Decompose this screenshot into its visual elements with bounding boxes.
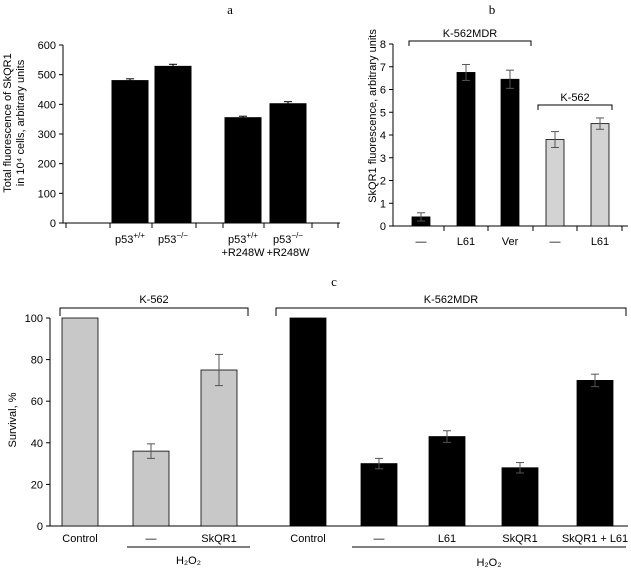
panel-c-bar <box>428 436 466 527</box>
panel-c-bar <box>576 379 614 527</box>
panel-b-category-label: — <box>416 236 427 248</box>
panel-b-group-label: K-562MDR <box>443 28 497 40</box>
panel-c-category-label: SkQR1 <box>502 533 537 545</box>
panel-b-group-bracket <box>537 104 613 110</box>
panel-a-bar <box>111 80 149 224</box>
panel-letter-a: a <box>227 2 233 17</box>
panel-b-y-tick-label: 6 <box>380 85 386 97</box>
panel-c-y-tick-label: 40 <box>31 438 43 450</box>
panel-c-bar <box>200 369 238 527</box>
panel-b-y-tick-label: 8 <box>380 39 386 51</box>
panel-c-y-tick-label: 100 <box>25 313 43 325</box>
panel-b-category-label: L61 <box>457 236 475 248</box>
panel-c-group-label-bg <box>132 292 176 306</box>
panel-b-group-label: K-562 <box>560 92 589 104</box>
panel-c-y-tick-label: 60 <box>31 396 43 408</box>
panel-b-bar <box>500 78 520 227</box>
panel-b-y-tick-label: 4 <box>380 130 386 142</box>
panel-b-bar <box>456 72 476 227</box>
panel-c-category-label: Control <box>62 533 97 545</box>
panel-a-category-label: p53−/− <box>158 231 188 246</box>
panel-c-bar <box>501 467 539 527</box>
panel-b-category-label: L61 <box>591 236 609 248</box>
panel-b-ylabel: SkQR1 fluorescence, arbitrary units <box>367 29 379 203</box>
panel-c-group-label: K-562MDR <box>424 294 478 306</box>
panel-c-group-label-bg <box>413 292 489 306</box>
chart-panel-a: Total fluorescence of SkQR1 in 10⁴ cells… <box>2 40 340 259</box>
panel-c-y-tick-label: 80 <box>31 355 43 367</box>
panel-c-y-tick-label: 0 <box>37 521 43 533</box>
panel-a-bar <box>154 65 192 224</box>
panel-c-category-label: — <box>374 533 385 545</box>
panel-c-treatment-label: H₂O₂ <box>476 557 501 569</box>
panel-b-y-tick-label: 2 <box>380 176 386 188</box>
panel-a-category-label-line2: +R248W <box>221 247 265 259</box>
panel-c-bar <box>132 450 170 527</box>
panel-b-y-tick-label: 1 <box>380 198 386 210</box>
panel-b-group-bracket <box>408 40 532 46</box>
panel-a-y-tick-label: 0 <box>50 218 56 230</box>
panel-a-category-label: p53−/− <box>273 231 303 246</box>
panel-a-ylabel-line1: Total fluorescence of SkQR1 <box>2 53 14 192</box>
panel-c-group-bracket <box>59 307 249 316</box>
panel-c-group-bracket <box>275 307 627 316</box>
panel-a-bar <box>269 103 307 224</box>
panel-b-y-tick-label: 3 <box>380 153 386 165</box>
panel-a-y-tick-label: 500 <box>38 70 56 82</box>
panel-a-ylabel-line2: in 10⁴ cells, arbitrary units <box>15 59 27 186</box>
panel-a-category-label-line2: +R248W <box>266 247 310 259</box>
panel-a-y-tick-label: 400 <box>38 99 56 111</box>
panel-c-category-label: SkQR1 <box>201 533 236 545</box>
panel-c-category-label: SkQR1 + L61 <box>562 533 628 545</box>
panel-c-category-label: — <box>146 533 157 545</box>
panel-c-bar <box>289 317 327 527</box>
panel-c-group-label: K-562 <box>139 294 168 306</box>
panel-b-y-tick-label: 7 <box>380 62 386 74</box>
panel-c-y-tick-label: 20 <box>31 479 43 491</box>
panel-c-category-label: L61 <box>438 533 456 545</box>
panel-a-bar <box>224 117 262 224</box>
panel-letter-b: b <box>489 2 496 17</box>
panel-b-group-label-bg <box>542 90 608 104</box>
panel-c-treatment-label: H₂O₂ <box>176 555 201 567</box>
panel-a-y-tick-label: 300 <box>38 129 56 141</box>
panel-b-bar <box>590 123 610 227</box>
panel-a-y-tick-label: 100 <box>38 188 56 200</box>
chart-panel-c: Survival, % 0 20 40 60 80 100 Control — SkQR1 Con… <box>7 292 628 569</box>
panel-b-category-label: — <box>550 236 561 248</box>
panel-c-bar <box>61 317 99 527</box>
panel-b-group-label-bg <box>437 26 503 40</box>
panel-c-category-label: Control <box>290 533 325 545</box>
panel-b-bar <box>545 139 565 227</box>
panel-a-y-tick-label: 200 <box>38 159 56 171</box>
panel-a-y-tick-label: 600 <box>38 40 56 52</box>
panel-a-category-label: p53+/+ <box>115 231 145 246</box>
panel-b-y-tick-label: 5 <box>380 107 386 119</box>
chart-panel-b: SkQR1 fluorescence, arbitrary units 0 1 2 3… <box>367 26 628 248</box>
panel-b-category-label: Ver <box>502 236 519 248</box>
panel-letter-c: c <box>331 274 337 289</box>
panel-b-y-tick-label: 0 <box>380 221 386 233</box>
panel-a-category-label: p53+/+ <box>228 231 258 246</box>
panel-c-ylabel: Survival, % <box>7 392 19 447</box>
panel-c-bar <box>360 463 398 527</box>
